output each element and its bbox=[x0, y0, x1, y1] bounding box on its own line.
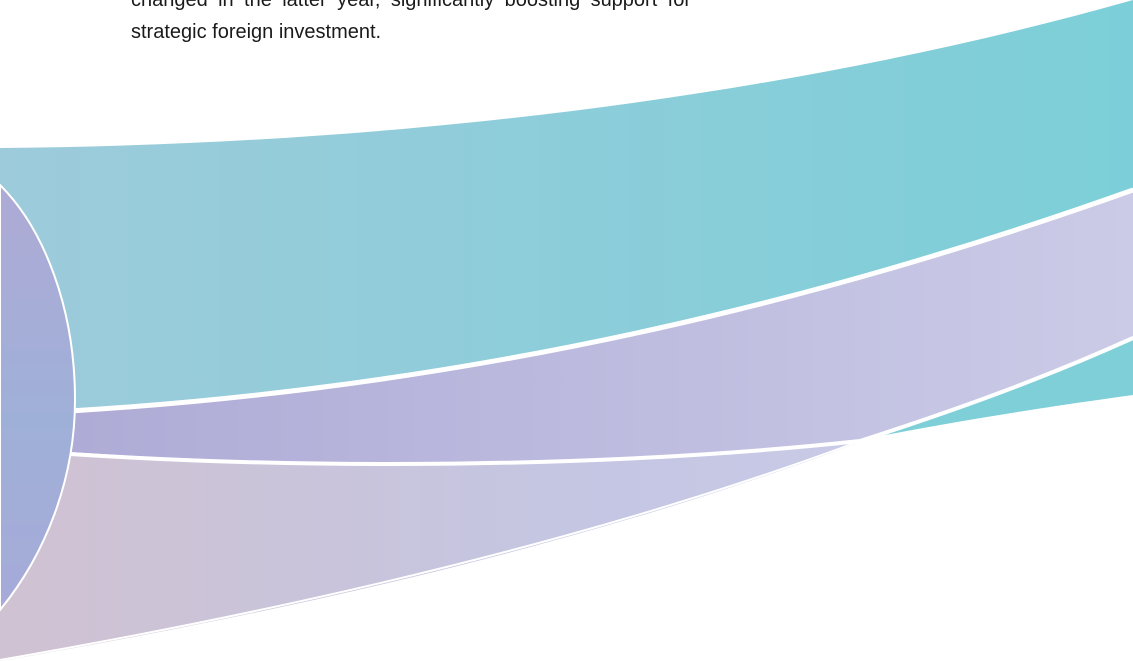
lavender-band-shape bbox=[70, 192, 1133, 463]
diagonal-white-stroke bbox=[0, 440, 861, 661]
paragraph-line-2: strategic foreign investment. bbox=[131, 21, 382, 43]
left-circle-shape bbox=[0, 183, 77, 612]
pink-band-shape bbox=[0, 442, 860, 661]
lower-white-stroke bbox=[69, 336, 1133, 466]
paragraph-line-1: changed in the latter year, significantl… bbox=[131, 0, 691, 11]
upper-white-stroke bbox=[69, 187, 1133, 414]
teal-sliver-shape bbox=[860, 340, 1133, 440]
body-paragraph: changed in the latter year, significantl… bbox=[131, 0, 691, 48]
teal-band-shape bbox=[0, 0, 1133, 412]
